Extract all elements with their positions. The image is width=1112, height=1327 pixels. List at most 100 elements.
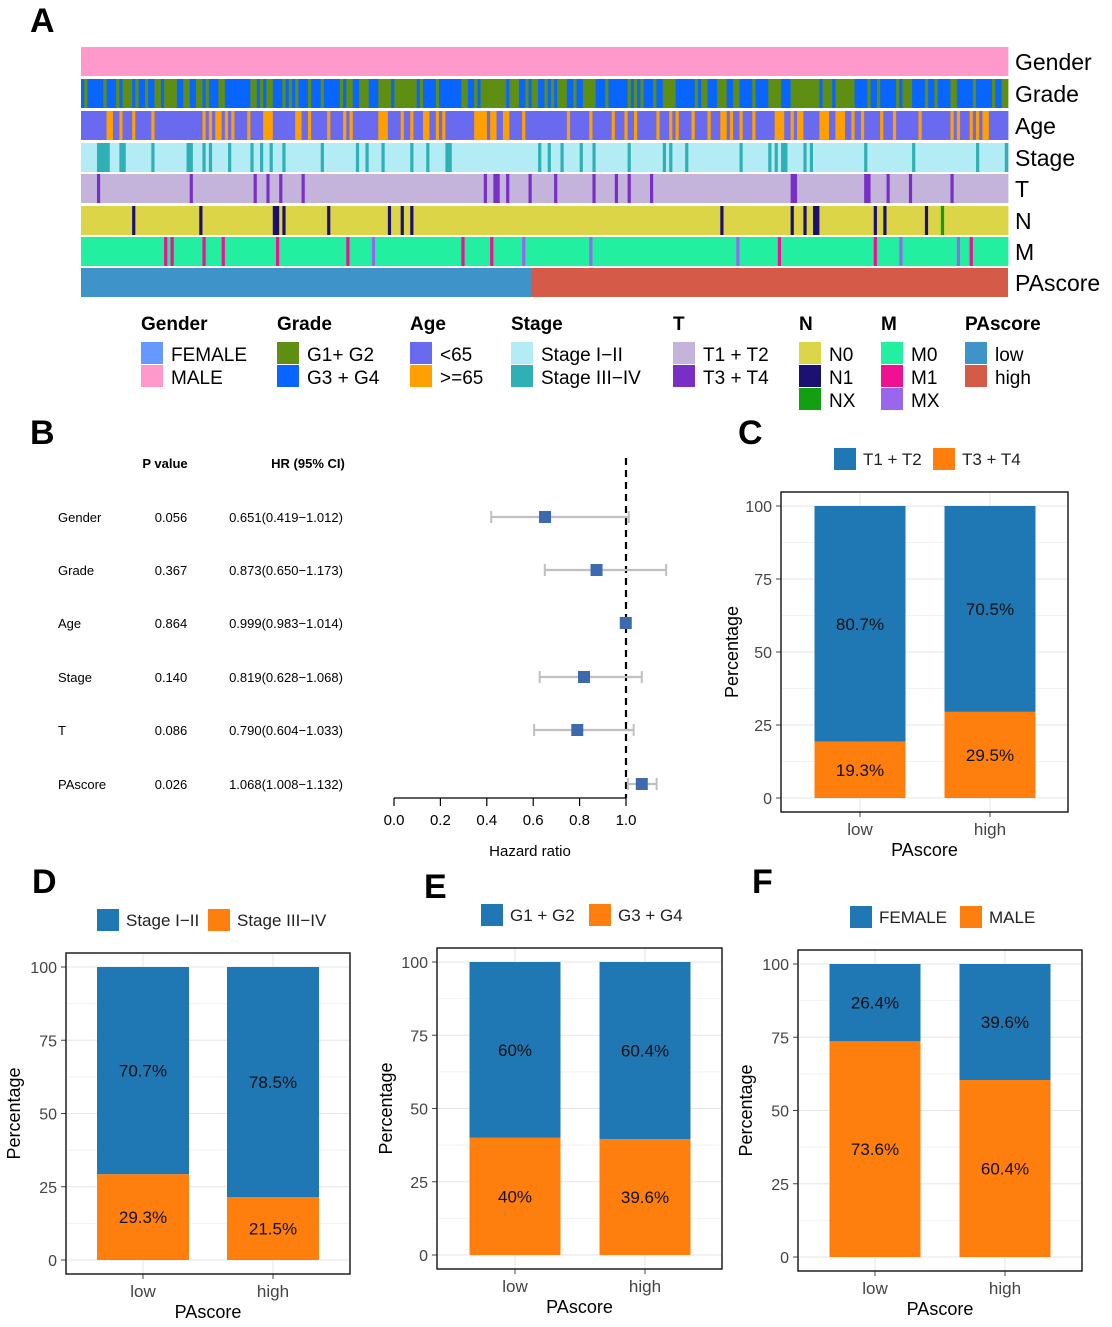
heatmap-cell-t: [860, 174, 865, 203]
y-tick-label: 50: [410, 1102, 428, 1119]
heatmap-cell-gender: [934, 47, 939, 76]
heatmap-cell-t: [317, 174, 322, 203]
heatmap-cell-n: [720, 206, 724, 235]
heatmap-cell-age: [966, 111, 971, 140]
legend-swatch-bar-C: [834, 448, 856, 470]
heatmap-cell-m: [173, 237, 178, 266]
heatmap-cell-gender: [538, 47, 542, 76]
heatmap-cell-t: [592, 174, 597, 203]
heatmap-cell-t: [918, 174, 923, 203]
heatmap-cell-m: [931, 237, 935, 266]
heatmap-cell-n: [263, 206, 267, 235]
heatmap-cell-m: [713, 237, 718, 266]
heatmap-cell-age: [400, 111, 405, 140]
heatmap-cell-n: [330, 206, 334, 235]
heatmap-cell-n: [397, 206, 402, 235]
heatmap-cell-t: [787, 174, 792, 203]
y-tick-label: 25: [410, 1175, 428, 1192]
heatmap-cell-gender: [969, 47, 974, 76]
heatmap-cell-n: [774, 206, 779, 235]
heatmap-cell-m: [291, 237, 296, 266]
heatmap-cell-stage: [359, 143, 363, 172]
heatmap-cell-grade: [697, 79, 702, 108]
y-tick-label: 100: [401, 955, 428, 972]
heatmap-cell-gender: [451, 47, 456, 76]
heatmap-cell-m: [825, 237, 830, 266]
heatmap-cell-t: [467, 174, 472, 203]
heatmap-cell-grade: [464, 79, 469, 108]
legend-swatch: [965, 342, 987, 364]
heatmap-cell-m: [442, 237, 446, 266]
heatmap-cell-m: [464, 237, 469, 266]
heatmap-cell-stage: [934, 143, 939, 172]
heatmap-cell-stage: [557, 143, 561, 172]
heatmap-cell-n: [550, 206, 555, 235]
heatmap-cell-n: [307, 206, 312, 235]
bar-segment-g3-g4: [469, 1137, 561, 1255]
heatmap-cell-age: [723, 111, 728, 140]
heatmap-cell-gender: [355, 47, 360, 76]
heatmap-cell-m: [272, 237, 277, 266]
heatmap-cell-stage: [84, 143, 88, 172]
heatmap-cell-t: [138, 174, 143, 203]
heatmap-cell-m: [803, 237, 808, 266]
legend-item-label: low: [995, 345, 1024, 366]
heatmap-cell-t: [365, 174, 370, 203]
heatmap-cell-gender: [809, 47, 814, 76]
heatmap-cell-gender: [333, 47, 338, 76]
heatmap-cell-grade: [774, 79, 779, 108]
forest-hr-text: 0.819(0.628−1.068): [229, 670, 343, 685]
heatmap-cell-stage: [304, 143, 309, 172]
heatmap-cell-t: [838, 174, 843, 203]
heatmap-cell-stage: [141, 143, 146, 172]
heatmap-cell-t: [707, 174, 712, 203]
heatmap-cell-n: [483, 206, 488, 235]
heatmap-cell-m: [765, 237, 769, 266]
heatmap-cell-stage: [857, 143, 862, 172]
heatmap-cell-m: [330, 237, 334, 266]
heatmap-cell-t: [867, 174, 871, 203]
heatmap-cell-grade: [346, 79, 350, 108]
heatmap-cell-stage: [455, 143, 459, 172]
heatmap-cell-gender: [381, 47, 386, 76]
heatmap-cell-n: [429, 206, 434, 235]
heatmap-cell-m: [972, 237, 977, 266]
heatmap-cell-n: [301, 206, 306, 235]
heatmap-cell-age: [144, 111, 149, 140]
heatmap-cell-age: [522, 111, 526, 140]
heatmap-cell-stage: [215, 143, 219, 172]
heatmap-cell-m: [918, 237, 923, 266]
heatmap-cell-gender: [963, 47, 967, 76]
x-tick-label: low: [862, 1279, 888, 1298]
heatmap-cell-grade: [873, 79, 878, 108]
heatmap-cell-n: [643, 206, 648, 235]
heatmap-cell-t: [822, 174, 827, 203]
heatmap-cell-age: [806, 111, 811, 140]
heatmap-cell-age: [544, 111, 549, 140]
heatmap-cell-t: [154, 174, 159, 203]
heatmap-cell-gender: [314, 47, 318, 76]
heatmap-cell-n: [749, 206, 753, 235]
heatmap-cell-grade: [490, 79, 494, 108]
heatmap-cell-m: [346, 237, 350, 266]
heatmap-cell-n: [464, 206, 469, 235]
heatmap-cell-grade: [493, 79, 497, 108]
heatmap-cell-m: [493, 237, 497, 266]
heatmap-cell-m: [96, 237, 101, 266]
heatmap-cell-n: [493, 206, 497, 235]
heatmap-cell-n: [423, 206, 427, 235]
plot-frame: [780, 491, 1069, 813]
legend-item-label: <65: [440, 345, 472, 366]
heatmap-cell-age: [84, 111, 88, 140]
panel-label-f: F: [752, 863, 773, 901]
legend-item-label: T3 + T4: [703, 368, 769, 389]
heatmap-cell-m: [953, 237, 958, 266]
heatmap-cell-age: [713, 111, 718, 140]
heatmap-cell-age: [499, 111, 504, 140]
heatmap-cell-n: [662, 206, 667, 235]
heatmap-cell-age: [570, 111, 574, 140]
heatmap-cell-n: [841, 206, 846, 235]
heatmap-cell-gender: [563, 47, 568, 76]
heatmap-cell-stage: [96, 143, 101, 172]
heatmap-cell-t: [186, 174, 191, 203]
